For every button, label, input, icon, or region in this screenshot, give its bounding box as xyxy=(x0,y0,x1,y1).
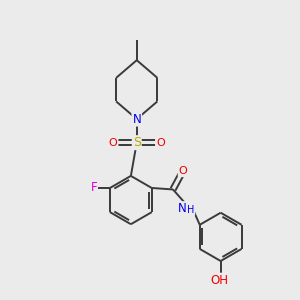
Text: O: O xyxy=(178,166,188,176)
Text: N: N xyxy=(132,112,141,126)
Text: H: H xyxy=(187,205,194,215)
Text: N: N xyxy=(178,202,187,215)
Text: O: O xyxy=(156,138,165,148)
Text: OH: OH xyxy=(210,274,228,286)
Text: S: S xyxy=(133,136,141,149)
Text: F: F xyxy=(90,182,97,194)
Text: O: O xyxy=(109,138,118,148)
